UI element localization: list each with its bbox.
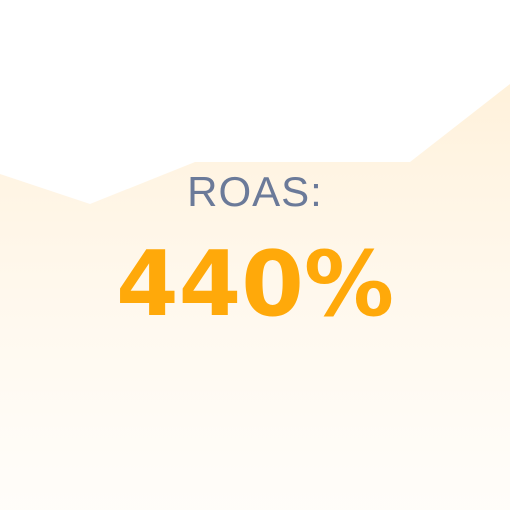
area-shape: [0, 84, 510, 510]
metric-value: 440%: [115, 232, 395, 337]
metric-label: ROAS:: [187, 168, 323, 215]
